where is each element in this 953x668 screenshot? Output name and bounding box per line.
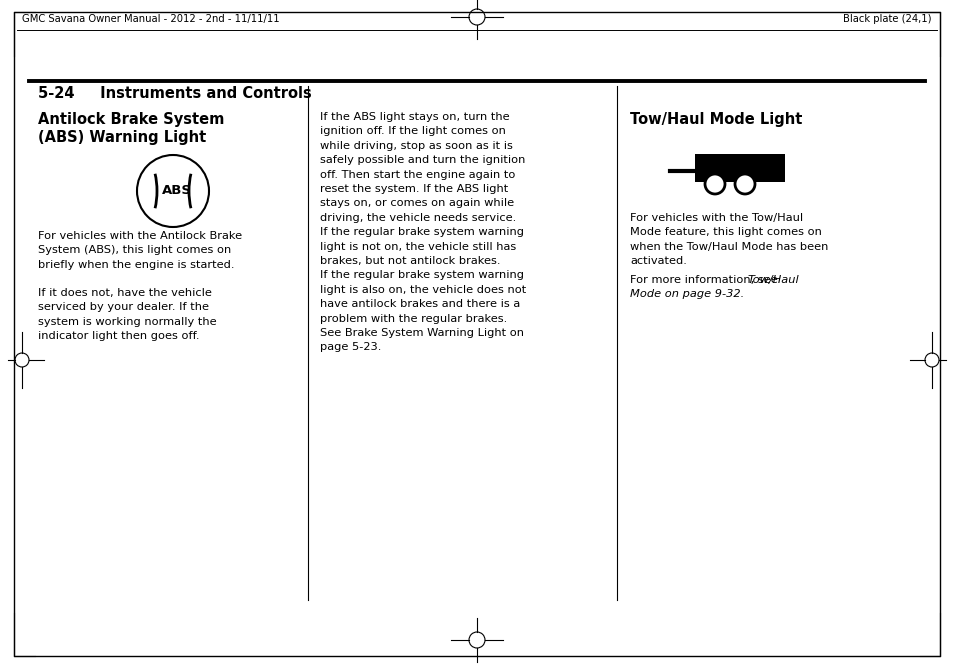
Text: Black plate (24,1): Black plate (24,1) [842, 14, 931, 24]
Text: (ABS) Warning Light: (ABS) Warning Light [38, 130, 206, 145]
Text: For vehicles with the Tow/Haul
Mode feature, this light comes on
when the Tow/Ha: For vehicles with the Tow/Haul Mode feat… [629, 213, 827, 267]
Text: Tow/Haul Mode Light: Tow/Haul Mode Light [629, 112, 801, 127]
Text: ABS: ABS [162, 184, 192, 198]
Text: For vehicles with the Antilock Brake
System (ABS), this light comes on
briefly w: For vehicles with the Antilock Brake Sys… [38, 231, 242, 270]
Text: Tow/Haul: Tow/Haul [747, 275, 799, 285]
Text: Mode on page 9-32.: Mode on page 9-32. [629, 289, 743, 299]
Bar [695, 154, 784, 182]
Text: If it does not, have the vehicle
serviced by your dealer. If the
system is worki: If it does not, have the vehicle service… [38, 288, 216, 341]
Text: GMC Savana Owner Manual - 2012 - 2nd - 11/11/11: GMC Savana Owner Manual - 2012 - 2nd - 1… [22, 14, 279, 24]
Text: Antilock Brake System: Antilock Brake System [38, 112, 224, 127]
Circle shape [734, 174, 754, 194]
Text: 5-24     Instruments and Controls: 5-24 Instruments and Controls [38, 86, 312, 102]
Circle shape [704, 174, 724, 194]
Text: For more information, see: For more information, see [629, 275, 781, 285]
Text: If the ABS light stays on, turn the
ignition off. If the light comes on
while dr: If the ABS light stays on, turn the igni… [319, 112, 526, 353]
